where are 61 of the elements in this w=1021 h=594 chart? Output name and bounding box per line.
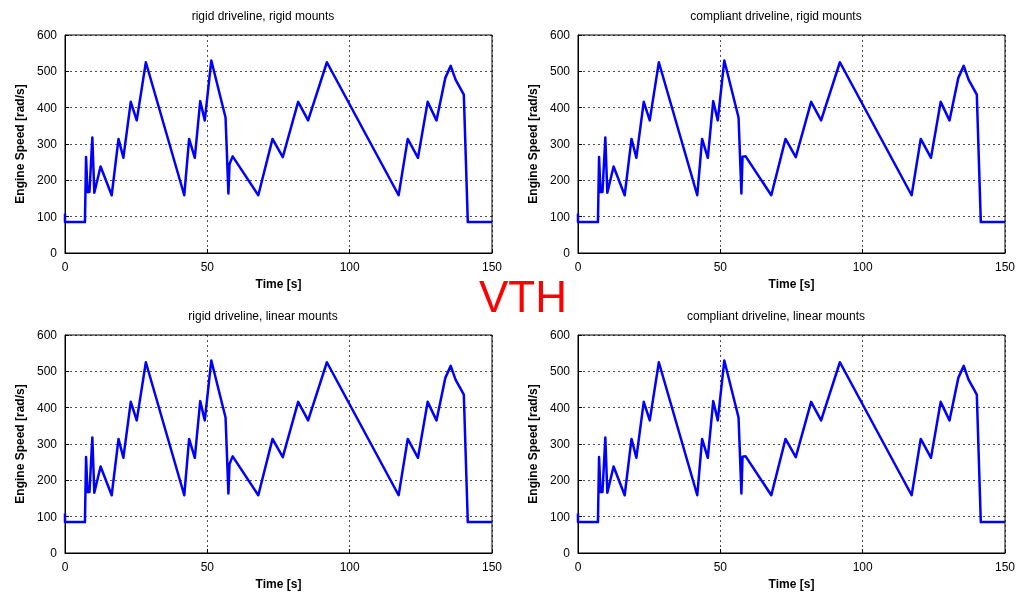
line-series: [63, 359, 494, 524]
x-tick-label: 100: [339, 260, 360, 274]
y-tick-label: 0: [50, 246, 58, 260]
y-axis-title: Engine Speed [rad/s]: [13, 84, 28, 204]
x-tick-label: 150: [994, 260, 1016, 274]
x-tick-label: 0: [61, 560, 69, 574]
y-axis-title: Engine Speed [rad/s]: [13, 384, 28, 504]
x-tick-label: 100: [339, 560, 360, 574]
y-axis-title: Engine Speed [rad/s]: [526, 384, 541, 504]
y-tick-label: 600: [549, 328, 571, 342]
x-tick-label: 0: [574, 560, 582, 574]
y-tick-label: 500: [36, 64, 58, 79]
y-tick-label: 200: [36, 473, 58, 488]
y-tick-label: 100: [36, 509, 58, 524]
y-tick-label: 0: [563, 546, 571, 560]
text: VTH: [479, 272, 567, 321]
chart-title: compliant driveline, linear mounts: [686, 309, 866, 323]
y-tick-label: 400: [549, 400, 571, 415]
y-tick-label: 300: [549, 137, 571, 151]
chart-title: rigid driveline, linear mounts: [188, 309, 338, 323]
x-tick-label: 150: [481, 560, 503, 574]
y-tick-label: 100: [549, 209, 571, 224]
y-tick-label: 600: [36, 28, 58, 42]
y-tick-label: 500: [549, 64, 571, 79]
x-tick-label: 150: [481, 260, 503, 274]
y-tick-label: 400: [549, 100, 571, 115]
y-tick-label: 200: [36, 173, 58, 188]
y-tick-label: 600: [36, 328, 58, 342]
x-axis-title: Time [s]: [768, 576, 815, 591]
x-tick-label: 0: [61, 260, 69, 274]
y-tick-label: 300: [36, 437, 58, 451]
x-axis-title: Time [s]: [255, 576, 302, 591]
y-tick-label: 500: [549, 364, 571, 379]
y-tick-label: 500: [36, 364, 58, 379]
x-tick-label: 0: [574, 260, 582, 274]
chart-title: compliant driveline, rigid mounts: [690, 9, 862, 23]
x-axis-title: Time [s]: [768, 276, 815, 291]
y-tick-label: 200: [549, 173, 571, 188]
y-tick-label: 100: [549, 509, 571, 524]
y-tick-label: 0: [50, 546, 58, 560]
y-axis-title: Engine Speed [rad/s]: [526, 84, 541, 204]
x-tick-label: 100: [852, 260, 873, 274]
x-tick-label: 50: [200, 260, 215, 274]
x-tick-label: 50: [200, 560, 215, 574]
x-tick-label: 100: [852, 560, 873, 574]
chart-title: rigid driveline, rigid mounts: [191, 9, 335, 23]
line-series: [576, 59, 1007, 224]
y-tick-label: 400: [36, 100, 58, 115]
line-series: [63, 59, 494, 224]
y-tick-label: 0: [563, 246, 571, 260]
x-tick-label: 50: [713, 260, 728, 274]
x-tick-label: 150: [994, 560, 1016, 574]
x-axis-title: Time [s]: [255, 276, 302, 291]
x-tick-label: 50: [713, 560, 728, 574]
y-tick-label: 300: [36, 137, 58, 151]
y-tick-label: 400: [36, 400, 58, 415]
y-tick-label: 300: [549, 437, 571, 451]
y-tick-label: 600: [549, 28, 571, 42]
y-tick-label: 200: [549, 473, 571, 488]
y-tick-label: 100: [36, 209, 58, 224]
line-series: [576, 359, 1007, 524]
